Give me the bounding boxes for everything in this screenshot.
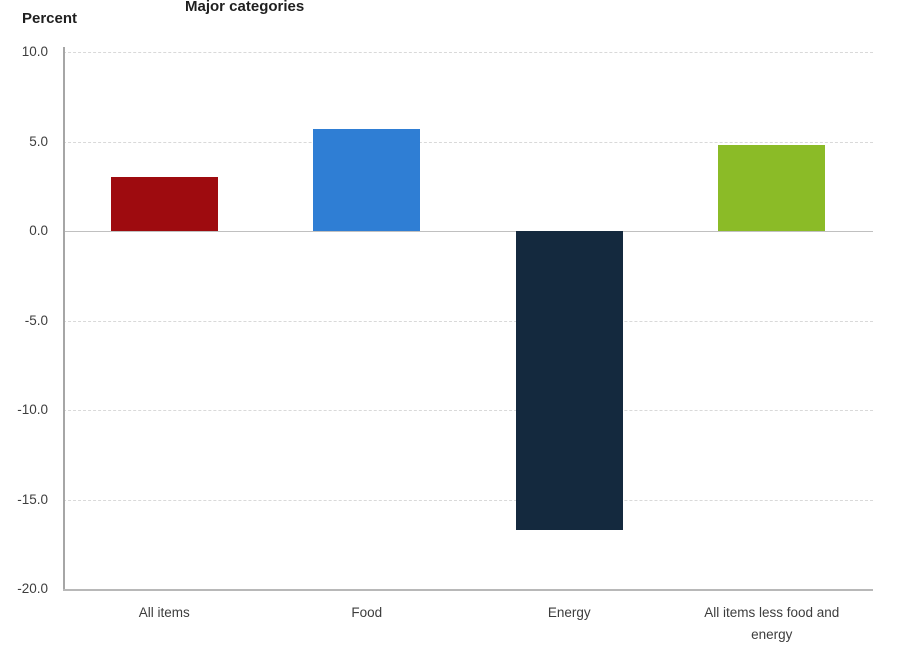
y-tick-label: -5.0: [24, 312, 48, 328]
x-category-label-all-items-less-food-and-energy: All items less food and energy: [704, 605, 840, 642]
zero-line: [63, 231, 873, 232]
y-tick-label: 5.0: [29, 133, 48, 149]
gridline-5: [63, 141, 873, 143]
bar-all-items: [110, 177, 218, 231]
bar-all-items-less-food-and-energy: [718, 145, 826, 231]
gridline--10: [63, 410, 873, 411]
bar-energy: [515, 231, 623, 530]
bar-food: [313, 128, 421, 231]
y-tick-label: -15.0: [17, 491, 48, 507]
x-category-label-food: Food: [351, 605, 383, 620]
y-tick-label: -10.0: [17, 402, 48, 417]
y-tick-label: 10.0: [21, 44, 48, 59]
y-axis-line: [63, 47, 65, 589]
y-axis-title: Percent: [22, 10, 78, 27]
y-tick-label: -20.0: [17, 581, 48, 596]
x-axis-line: [63, 589, 873, 591]
gridline--5: [63, 320, 873, 322]
gridline-10: [63, 52, 873, 53]
chart-title: Major categories: [185, 0, 305, 15]
x-category-label-energy: Energy: [547, 605, 591, 620]
gridline--15: [63, 499, 873, 501]
y-tick-label: 0.0: [29, 223, 48, 238]
x-category-label-all-items: All items: [138, 605, 190, 620]
